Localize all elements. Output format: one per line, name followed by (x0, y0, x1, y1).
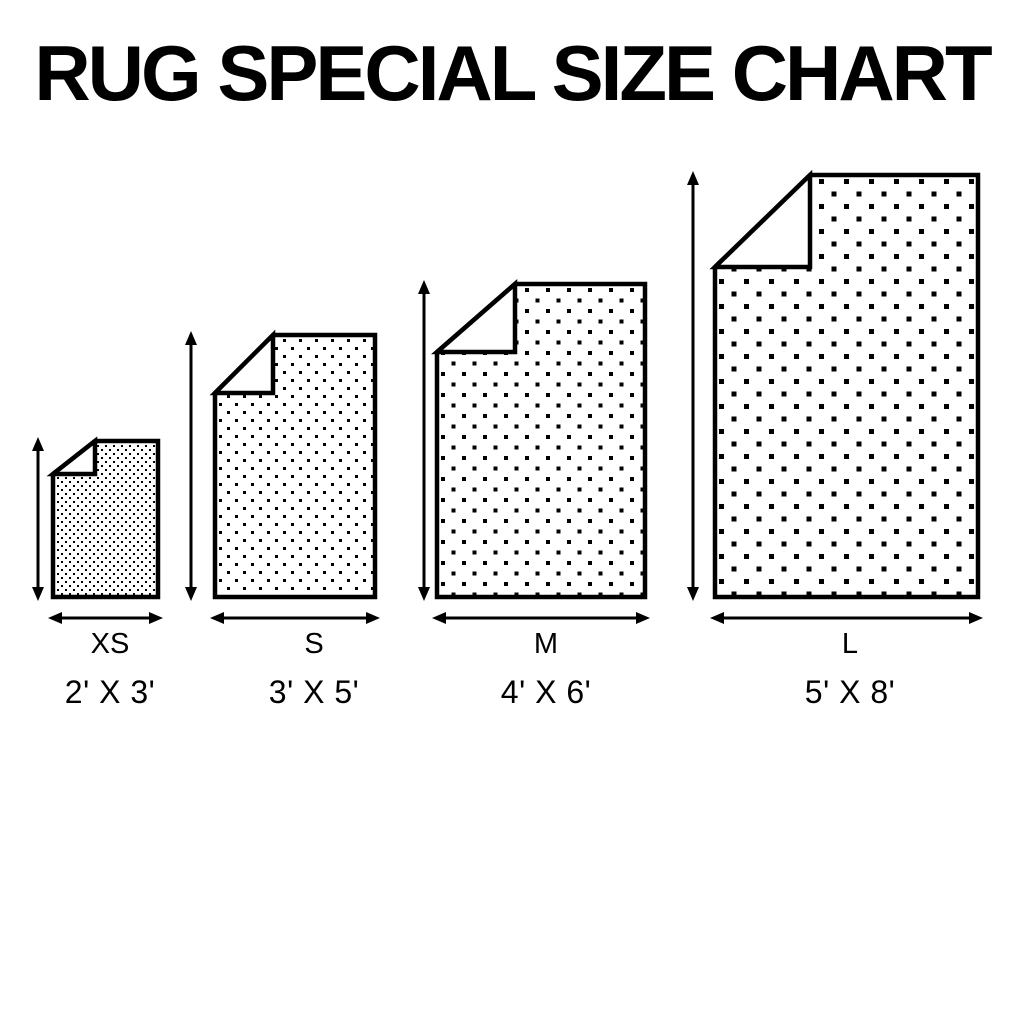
height-arrow-icon (32, 437, 44, 601)
height-arrow-icon (418, 280, 430, 601)
dimension-label: 2' X 3' (65, 674, 155, 710)
page-title: RUG SPECIAL SIZE CHART (34, 29, 992, 117)
rug-group-l: L 5' X 8' (687, 169, 983, 710)
folded-corner-icon (430, 279, 518, 355)
width-arrow-icon (432, 612, 650, 624)
size-label: S (304, 628, 323, 660)
size-label: XS (91, 628, 130, 660)
folded-corner-icon (46, 436, 98, 477)
height-arrow-icon (185, 331, 197, 601)
width-arrow-icon (48, 612, 163, 624)
folded-corner-icon (209, 329, 276, 396)
rug-group-xs: XS 2' X 3' (32, 436, 163, 710)
dimension-label: 4' X 6' (501, 674, 591, 710)
folded-corner-icon (709, 169, 813, 270)
rug-group-s: S 3' X 5' (185, 329, 380, 710)
size-label: L (842, 628, 858, 660)
dimension-label: 3' X 5' (269, 674, 359, 710)
size-label: M (534, 628, 558, 660)
height-arrow-icon (687, 171, 699, 601)
width-arrow-icon (710, 612, 983, 624)
width-arrow-icon (210, 612, 380, 624)
dimension-label: 5' X 8' (805, 674, 895, 710)
rug-group-m: M 4' X 6' (418, 279, 650, 710)
